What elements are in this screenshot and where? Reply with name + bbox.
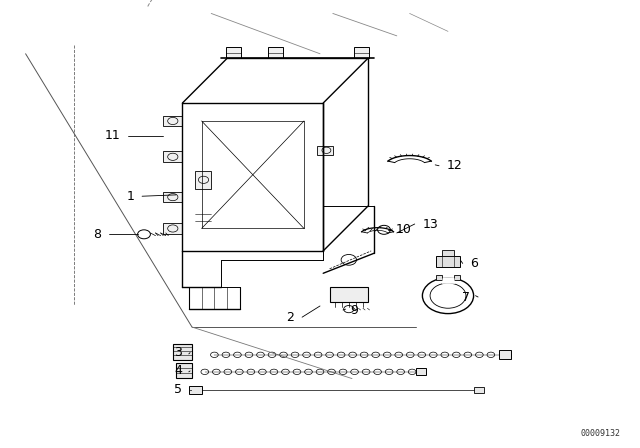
Text: 00009132: 00009132: [581, 429, 621, 438]
Bar: [416, 368, 426, 375]
Bar: [163, 116, 182, 126]
Bar: [163, 192, 182, 202]
Text: 4: 4: [175, 364, 182, 378]
Text: 9: 9: [351, 303, 358, 317]
Bar: [354, 47, 369, 58]
Text: 1: 1: [127, 190, 134, 203]
Bar: [454, 275, 460, 280]
Bar: [268, 47, 283, 58]
Bar: [330, 287, 368, 302]
Bar: [173, 344, 192, 360]
Bar: [176, 363, 192, 378]
Text: 6: 6: [470, 257, 478, 270]
Bar: [474, 387, 484, 393]
Bar: [226, 47, 241, 58]
Text: 7: 7: [462, 290, 470, 304]
Text: 5: 5: [174, 383, 182, 396]
Bar: [436, 275, 442, 280]
Text: 12: 12: [447, 159, 463, 172]
Bar: [499, 350, 511, 359]
Text: 2: 2: [287, 310, 294, 324]
Bar: [436, 256, 460, 267]
Text: 13: 13: [422, 217, 438, 231]
Text: 11: 11: [104, 129, 120, 142]
Bar: [189, 386, 202, 394]
Text: 10: 10: [396, 223, 412, 237]
Text: 8: 8: [93, 228, 101, 241]
Bar: [317, 146, 333, 155]
Bar: [189, 287, 240, 309]
Bar: [442, 250, 454, 256]
Bar: [163, 223, 182, 234]
Bar: [442, 277, 454, 283]
Bar: [163, 151, 182, 162]
Text: 3: 3: [175, 346, 182, 359]
Bar: [195, 171, 211, 189]
